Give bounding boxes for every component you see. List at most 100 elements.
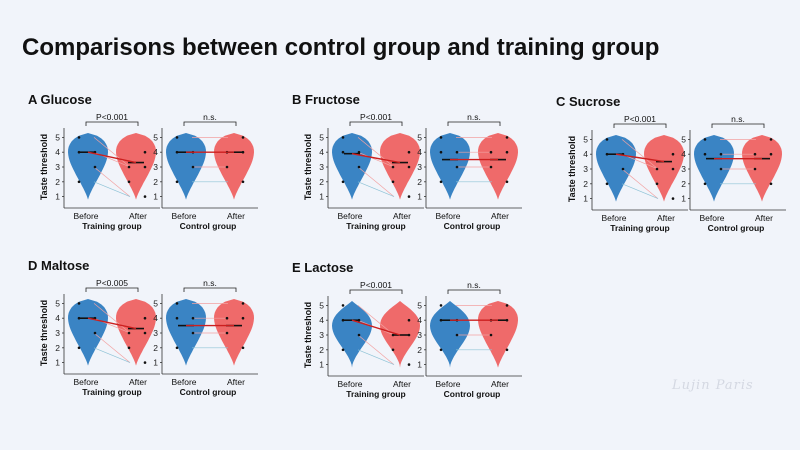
data-point-after [143,361,147,364]
violin-before-right [450,132,470,200]
y-tick-label: 1 [681,194,686,204]
y-axis-label: Taste threshold [39,134,49,200]
data-point-before [93,165,97,169]
y-tick-label: 3 [681,164,686,174]
chart-sucrose-training: Taste threshold 1 2 3 4 5 P<0.001 Before After Tr… [566,114,688,236]
violin-before-left [68,132,88,200]
y-tick-label: 3 [55,162,60,172]
chart-glucose-training: Taste threshold 1 2 3 4 5 P<0.001 Before After Tr… [38,112,160,234]
group-label: Training group [346,389,406,399]
violin-after-right [498,300,518,368]
data-point-after [505,150,509,154]
data-point-before [341,348,345,352]
y-tick-label: 4 [319,315,324,325]
y-tick-label: 5 [319,132,324,142]
chart-fructose-control: 1 2 3 4 5 n.s. Before After Control group [410,112,522,234]
violin-after-left [742,134,762,202]
x-tick-label: Before [73,211,98,221]
violin-before-left [332,132,352,200]
y-tick-label: 2 [55,343,60,353]
data-point-after [407,363,411,366]
violin-after-right [234,298,254,366]
data-point-after [671,152,675,156]
pair-line [93,347,131,363]
data-point-after [505,136,509,139]
y-tick-label: 5 [417,132,422,142]
significance-label: P<0.001 [360,280,392,290]
data-point-before [341,180,345,184]
y-tick-label: 2 [583,179,588,189]
y-tick-label: 1 [417,192,422,202]
data-point-after [505,318,509,322]
data-point-before [175,150,179,154]
pair-line [357,181,395,197]
data-point-after [505,180,509,184]
y-tick-label: 1 [55,192,60,202]
group-label: Training group [82,387,142,397]
data-point-before [77,180,81,184]
data-point-before [719,167,723,171]
violin-after-left [644,134,664,202]
pair-line [357,334,395,365]
y-axis-label: Taste threshold [303,302,313,368]
data-point-before [77,136,81,139]
chart-maltose-training: Taste threshold 1 2 3 4 5 P<0.005 Before After Tr… [38,278,160,400]
violin-before-left [596,134,616,202]
significance-label: P<0.001 [360,112,392,122]
y-tick-label: 4 [55,147,60,157]
data-point-before [341,318,345,322]
violin-before-left [430,300,450,368]
y-tick-label: 5 [417,300,422,310]
pair-line [357,137,395,168]
violin-before-right [352,300,372,368]
data-point-before [175,302,179,305]
violin-before-left [68,298,88,366]
data-point-before [703,182,707,186]
data-point-after [655,182,659,186]
data-point-after [489,150,493,154]
group-label: Training group [610,223,670,233]
pair-line [357,151,395,168]
violin-after-left [116,132,136,200]
data-point-before [341,150,345,154]
significance-bracket [349,121,403,126]
panel-title-sucrose: C Sucrose [556,94,621,109]
significance-label: P<0.001 [96,112,128,122]
data-point-after [241,136,245,139]
y-axis-label: Taste threshold [39,300,49,366]
violin-after-left [478,300,498,368]
data-point-before [175,346,179,350]
data-point-before [439,348,443,352]
median-connector [615,153,665,163]
significance-bracket [447,289,501,294]
x-tick-label: Before [337,379,362,389]
data-point-after [127,180,131,184]
violin-before-left [332,300,352,368]
data-point-after [127,165,131,169]
y-tick-label: 3 [153,328,158,338]
data-point-after [671,197,675,200]
data-point-before [455,333,459,337]
data-point-after [753,167,757,171]
data-point-after [143,150,147,154]
violin-after-left [214,132,234,200]
data-point-after [241,150,245,154]
page-title: Comparisons between control group and tr… [22,34,660,61]
violin-after-left [116,298,136,366]
chart-lactose-control: 1 2 3 4 5 n.s. Before After Control group [410,280,522,402]
significance-bracket [85,121,139,126]
data-point-after [241,180,245,184]
violin-after-left [380,300,400,368]
violin-before-right [450,300,470,368]
y-tick-label: 2 [319,345,324,355]
violin-before-left [694,134,714,202]
data-point-before [605,152,609,156]
data-point-after [489,333,493,337]
pair-line [93,303,131,334]
y-tick-label: 4 [153,313,158,323]
chart-lactose-training: Taste threshold 1 2 3 4 5 P<0.001 Before After Tr… [302,280,424,402]
data-point-before [439,150,443,154]
violin-after-right [234,132,254,200]
data-point-after [655,167,659,171]
pair-line [93,332,131,363]
